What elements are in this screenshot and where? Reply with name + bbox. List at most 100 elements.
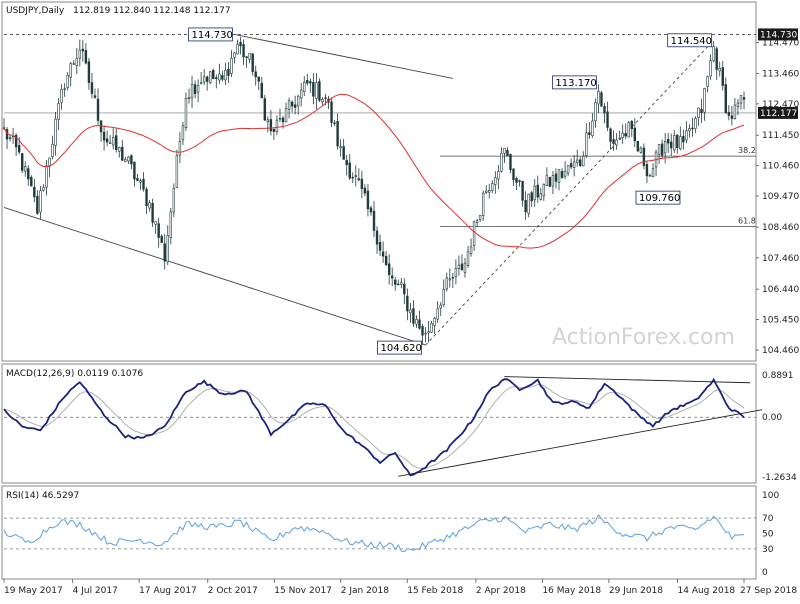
watermark: ActionForex.com xyxy=(552,325,735,350)
candle-body xyxy=(17,145,21,153)
candle-body xyxy=(679,136,682,150)
candle xyxy=(488,183,491,199)
candle-body xyxy=(105,138,109,143)
candle xyxy=(290,100,294,113)
candle xyxy=(585,123,588,159)
candle xyxy=(627,120,630,138)
candle xyxy=(287,97,291,119)
candle-body xyxy=(139,180,142,183)
candle xyxy=(621,124,624,144)
candle xyxy=(199,72,203,85)
price-label-text: 114.730 xyxy=(191,30,232,41)
candle xyxy=(415,315,418,328)
candle-body xyxy=(306,80,309,84)
main-title-text: USDJPY,Daily xyxy=(6,6,65,16)
candle xyxy=(24,161,27,177)
candle xyxy=(318,78,321,103)
price-label-bg xyxy=(377,340,422,355)
candle xyxy=(293,95,297,115)
candle xyxy=(736,99,740,116)
candle xyxy=(688,124,691,138)
candle-body xyxy=(333,122,336,124)
candle-body xyxy=(215,77,218,80)
candle-body xyxy=(551,175,555,187)
candle-body xyxy=(600,92,603,107)
candle xyxy=(333,119,336,127)
candle-body xyxy=(42,187,45,191)
candle-body xyxy=(263,98,267,121)
candle-body xyxy=(460,263,464,271)
candle xyxy=(121,140,124,162)
candle-body xyxy=(612,139,615,145)
price-boxes: 114.730 104.620 113.170 109.760 114.540 xyxy=(188,27,713,355)
fib-label: 61.8 xyxy=(738,216,756,225)
candle xyxy=(645,161,649,184)
fib-label: 38.2 xyxy=(738,146,756,155)
candle-body xyxy=(409,309,412,314)
candle xyxy=(336,113,339,150)
candle xyxy=(5,127,9,149)
candle xyxy=(463,258,467,278)
price-tick-label: 109.470 xyxy=(762,192,799,202)
candle-body xyxy=(609,128,612,142)
candle xyxy=(691,117,694,137)
candle-body xyxy=(454,268,458,277)
candle xyxy=(648,173,652,177)
candle xyxy=(685,121,688,144)
candle-body xyxy=(384,255,388,265)
candle-body xyxy=(642,147,646,166)
candle-body xyxy=(187,97,191,99)
candle-body xyxy=(633,127,637,142)
candle-body xyxy=(670,141,673,149)
candle xyxy=(397,279,400,286)
candle xyxy=(676,134,679,154)
candle xyxy=(442,279,445,308)
candle xyxy=(254,65,257,86)
candle xyxy=(524,191,527,220)
candle xyxy=(512,168,515,186)
candle-body xyxy=(339,146,342,149)
candle xyxy=(233,51,236,64)
candle-body xyxy=(281,117,285,123)
candle-body xyxy=(293,104,297,108)
candle-body xyxy=(554,173,558,182)
rising-trend-line xyxy=(425,39,714,346)
candle-body xyxy=(627,122,630,138)
candle-body xyxy=(594,102,597,121)
candle-body xyxy=(345,160,348,165)
candle xyxy=(509,153,512,174)
candle xyxy=(348,154,351,180)
macd-tick-label: 0.8891 xyxy=(762,371,794,381)
candle xyxy=(284,102,288,123)
candle-body xyxy=(39,190,42,213)
candle-body xyxy=(712,46,715,62)
price-tick-label: 112.470 xyxy=(762,100,799,110)
date-axis: 19 May 2017 4 Jul 2017 17 Aug 2017 2 Oct 20… xyxy=(3,579,797,596)
candle xyxy=(615,132,618,150)
date-tick-label: 2 Apr 2018 xyxy=(476,586,526,596)
candle-body xyxy=(542,184,546,197)
candle-body xyxy=(36,195,39,214)
candle xyxy=(418,310,421,330)
candle-body xyxy=(66,74,69,88)
candles xyxy=(2,36,746,345)
price-label-text: 114.540 xyxy=(671,36,712,47)
candle-body xyxy=(636,140,640,152)
candle xyxy=(472,220,476,251)
candle-body xyxy=(315,82,318,99)
candle xyxy=(99,120,103,142)
candle xyxy=(227,62,230,84)
price-label-text: 104.620 xyxy=(381,343,422,354)
candle xyxy=(30,175,33,187)
candle-body xyxy=(260,83,263,99)
candle-body xyxy=(151,202,154,223)
candle xyxy=(375,226,379,254)
price-tick-label: 107.460 xyxy=(762,254,799,264)
candle xyxy=(663,132,667,164)
candle-body xyxy=(248,53,251,60)
candle xyxy=(69,61,72,87)
candle xyxy=(400,277,403,289)
macd-axis: 0.8891 0.00 -1.2634 xyxy=(762,371,797,483)
candle xyxy=(673,130,676,153)
